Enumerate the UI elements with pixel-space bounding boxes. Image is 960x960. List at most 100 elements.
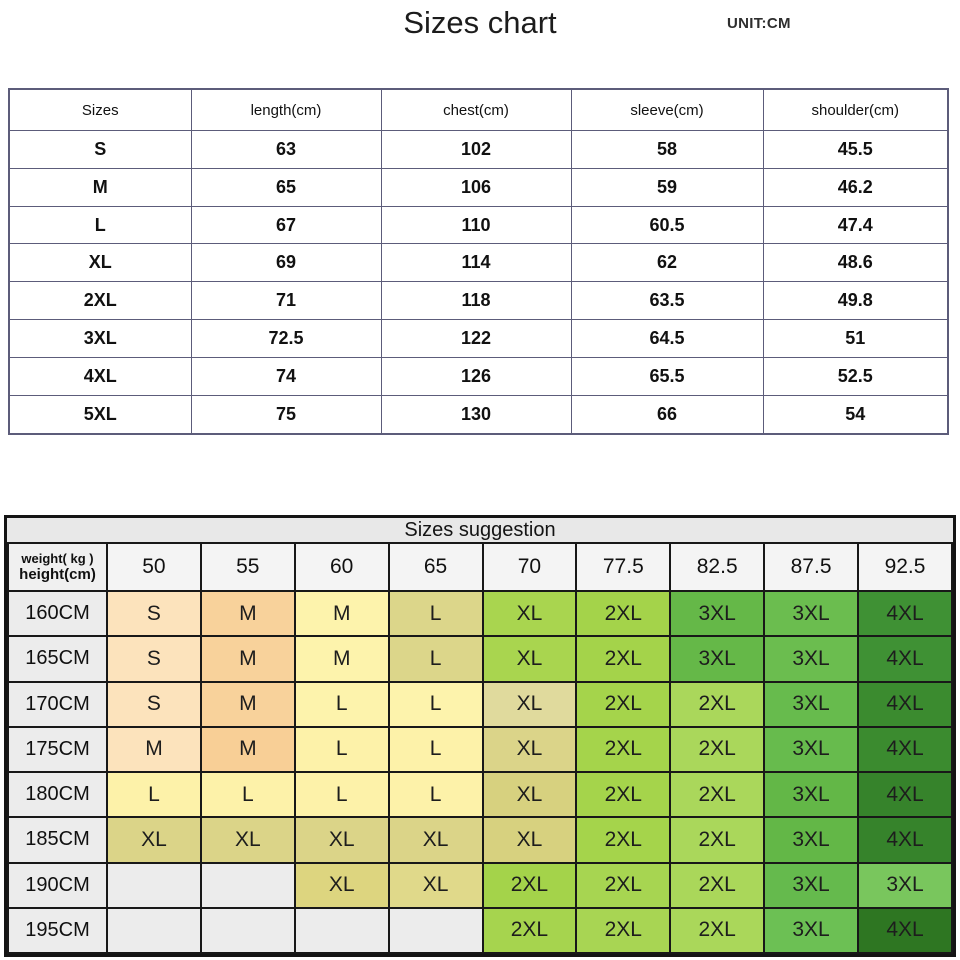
size-suggestion-cell: 2XL [575,589,672,638]
measurement-value: 65 [190,167,382,207]
size-suggestion-cell: 2XL [575,816,672,864]
column-header: length(cm) [190,88,382,131]
empty-cell [106,861,202,909]
size-suggestion-cell: 2XL [481,861,578,909]
measurement-value: 58 [570,130,764,169]
weight-header: 70 [481,542,578,592]
measurement-value: 49.8 [762,281,949,321]
size-chart-row: L 67 110 60.5 47.4 [8,205,949,245]
size-suggestion-cell: 3XL [669,589,766,638]
measurement-value: 74 [190,356,382,396]
size-chart-row: 5XL 75 130 66 54 [8,394,949,435]
suggestion-row: 190CM XL XL 2XL 2XL 2XL 3XL 3XL [7,861,953,909]
empty-cell [293,906,390,955]
suggestion-row: 185CM XL XL XL XL XL 2XL 2XL 3XL 4XL [7,816,953,864]
measurement-value: 48.6 [762,243,949,283]
size-suggestion-cell: 2XL [575,680,672,728]
measurement-value: 54 [762,394,949,435]
measurement-value: 106 [380,167,572,207]
size-suggestion-cell: XL [481,680,578,728]
suggestion-row: 180CM L L L L XL 2XL 2XL 3XL 4XL [7,770,953,819]
measurement-value: 62 [570,243,764,283]
size-suggestion-cell: 4XL [857,589,953,638]
column-header: sleeve(cm) [570,88,764,131]
size-suggestion-cell: 2XL [669,680,766,728]
height-label: 170CM [7,680,108,728]
size-suggestion-cell: 3XL [763,680,859,728]
size-suggestion-cell: S [106,680,202,728]
size-suggestion-cell: 4XL [857,680,953,728]
empty-cell [199,906,296,955]
measurement-value: 45.5 [762,130,949,169]
measurement-value: 51 [762,319,949,358]
size-suggestion-cell: XL [481,725,578,774]
size-suggestion-cell: XL [387,816,484,864]
measurement-value: 75 [190,394,382,435]
size-chart-row: 4XL 74 126 65.5 52.5 [8,356,949,396]
suggestion-header-row: weight( kg ) height(cm) 50 55 60 65 70 77.5 82… [7,542,953,592]
empty-cell [199,861,296,909]
size-suggestion-cell: 2XL [575,635,672,683]
size-suggestion-cell: M [106,725,202,774]
size-label: 4XL [8,356,192,396]
size-suggestion-cell: 3XL [669,635,766,683]
height-label: 190CM [7,861,108,909]
size-label: M [8,167,192,207]
size-suggestion-cell: M [199,635,296,683]
size-chart-row: 2XL 71 118 63.5 49.8 [8,281,949,321]
size-suggestion-cell: 4XL [857,770,953,819]
size-suggestion-cell: 4XL [857,635,953,683]
measurement-value: 69 [190,243,382,283]
size-suggestion-cell: M [293,589,390,638]
size-suggestion-table: Sizes suggestion weight( kg ) height(cm)… [4,515,956,957]
weight-header: 60 [293,542,390,592]
weight-header: 77.5 [575,542,672,592]
measurement-value: 47.4 [762,205,949,245]
size-suggestion-cell: XL [481,589,578,638]
weight-header: 92.5 [857,542,953,592]
suggestion-row: 160CM S M M L XL 2XL 3XL 3XL 4XL [7,589,953,638]
size-suggestion-cell: 4XL [857,816,953,864]
size-suggestion-cell: L [387,680,484,728]
size-label: 5XL [8,394,192,435]
page-title: Sizes chart [403,5,557,40]
size-label: L [8,205,192,245]
size-chart-row: XL 69 114 62 48.6 [8,243,949,283]
size-suggestion-cell: 2XL [669,816,766,864]
weight-height-corner-header: weight( kg ) height(cm) [7,542,108,592]
size-chart-header-row: Sizes length(cm) chest(cm) sleeve(cm) should… [8,88,949,131]
size-suggestion-cell: XL [481,770,578,819]
weight-header: 82.5 [669,542,766,592]
corner-weight-label: weight( kg ) [21,551,94,566]
measurement-value: 59 [570,167,764,207]
size-suggestion-cell: L [293,680,390,728]
measurement-value: 52.5 [762,356,949,396]
size-suggestion-cell: 3XL [763,770,859,819]
unit-label: UNIT:CM [727,15,791,32]
size-suggestion-cell: XL [199,816,296,864]
size-suggestion-cell: 3XL [763,589,859,638]
size-suggestion-cell: 2XL [575,906,672,955]
size-suggestion-cell: 2XL [575,770,672,819]
size-suggestion-cell: 4XL [857,725,953,774]
size-suggestion-cell: L [387,725,484,774]
size-suggestion-cell: 2XL [669,725,766,774]
size-suggestion-cell: M [293,635,390,683]
size-suggestion-cell: XL [481,816,578,864]
size-suggestion-cell: XL [293,861,390,909]
measurement-value: 65.5 [570,356,764,396]
size-suggestion-cell: 3XL [763,725,859,774]
size-suggestion-cell: 3XL [857,861,953,909]
size-label: 3XL [8,319,192,358]
measurement-value: 63 [190,130,382,169]
size-suggestion-cell: S [106,589,202,638]
size-label: XL [8,243,192,283]
column-header: chest(cm) [380,88,572,131]
size-chart-row: M 65 106 59 46.2 [8,167,949,207]
height-label: 175CM [7,725,108,774]
height-label: 195CM [7,906,108,955]
height-label: 180CM [7,770,108,819]
measurement-value: 72.5 [190,319,382,358]
size-suggestion-cell: XL [387,861,484,909]
size-suggestion-cell: 4XL [857,906,953,955]
